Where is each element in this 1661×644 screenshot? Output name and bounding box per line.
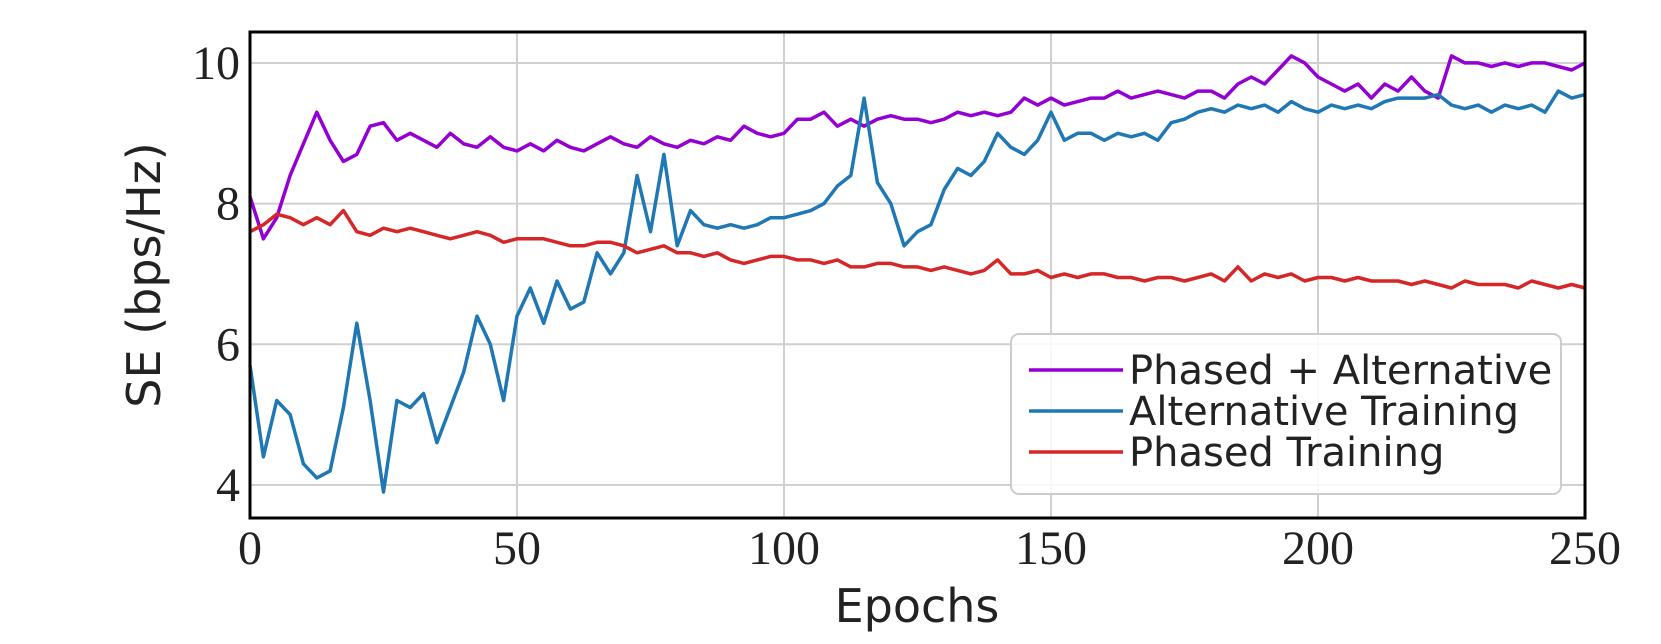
x-tick-label: 200 [1282,522,1354,575]
y-tick-label: 8 [216,178,240,231]
x-tick-label: 100 [748,522,820,575]
legend-box [1010,333,1562,495]
legend-label: Alternative Training [1129,389,1519,435]
y-tick-label: 6 [216,318,240,371]
x-tick-label: 50 [493,522,541,575]
x-axis-label: Epochs [835,579,1000,633]
series-line [248,54,1586,241]
legend-label: Phased Training [1129,430,1444,476]
y-tick-label: 10 [192,37,240,90]
y-axis-label: SE (bps/Hz) [117,142,171,407]
plot-frame [248,30,1587,520]
series-line [248,89,1586,494]
x-tick-label: 0 [238,522,262,575]
x-tick-label: 150 [1015,522,1087,575]
legend-label: Phased + Alternative [1129,348,1552,394]
y-tick-label: 4 [216,459,240,512]
x-tick-label: 250 [1549,522,1621,575]
series-line [249,208,1586,290]
